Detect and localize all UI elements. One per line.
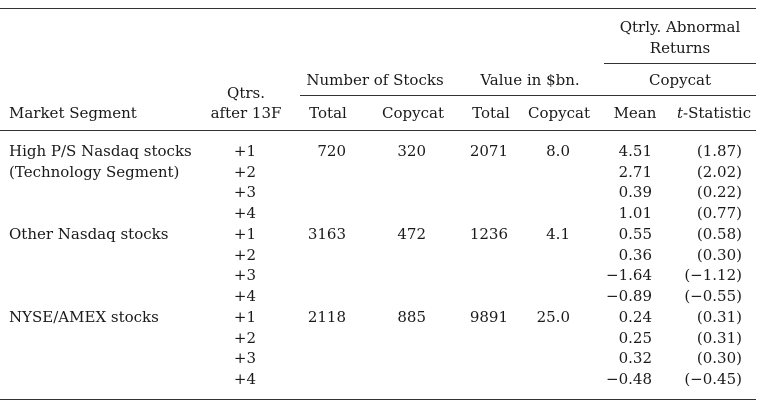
returns-group-rule: [604, 63, 756, 64]
t-statistic-value: (0.30): [696, 349, 742, 367]
t-statistic-value: (0.31): [696, 308, 742, 326]
qtr-label: +3: [233, 349, 256, 367]
total-value: 1236: [469, 225, 508, 243]
header-statistic-label: -Statistic: [683, 104, 752, 122]
qtr-label: +2: [233, 329, 256, 347]
t-statistic-value: (0.30): [696, 246, 742, 264]
mean-value: −1.64: [606, 266, 652, 284]
header-mean: Mean: [613, 104, 657, 122]
header-returns: Returns: [649, 39, 711, 57]
header-qtrly-abnormal: Qtrly. Abnormal: [619, 18, 741, 36]
qtr-label: +1: [233, 308, 256, 326]
bottom-rule: [0, 399, 756, 400]
t-statistic-value: (0.77): [696, 204, 742, 222]
subheader-rule: [300, 95, 756, 96]
total-value: 2071: [469, 142, 508, 160]
header-copycat-value: Copycat: [528, 104, 590, 122]
header-after-13f: after 13F: [210, 104, 282, 122]
t-statistic-value: (0.22): [696, 183, 742, 201]
mean-value: 0.39: [618, 183, 652, 201]
header-t-italic: t: [677, 104, 684, 122]
total-stocks: 720: [317, 142, 346, 160]
t-statistic-value: (−0.45): [684, 370, 742, 388]
header-qtrs: Qtrs.: [227, 84, 265, 102]
qtr-label: +4: [233, 370, 256, 388]
t-statistic-value: (1.87): [696, 142, 742, 160]
qtr-label: +1: [233, 142, 256, 160]
header-market-segment: Market Segment: [9, 104, 137, 122]
header-total-stocks: Total: [309, 104, 347, 122]
header-total-value: Total: [472, 104, 510, 122]
mean-value: −0.89: [606, 287, 652, 305]
segment-name: NYSE/AMEX stocks: [9, 308, 159, 326]
total-value: 9891: [469, 308, 508, 326]
copycat-value: 25.0: [536, 308, 570, 326]
segment-subname: (Technology Segment): [9, 163, 180, 181]
copycat-stocks: 885: [397, 308, 426, 326]
mean-value: 0.24: [618, 308, 652, 326]
mean-value: 0.36: [618, 246, 652, 264]
qtr-label: +2: [233, 246, 256, 264]
qtr-label: +4: [233, 287, 256, 305]
segment-name: Other Nasdaq stocks: [9, 225, 169, 243]
mean-value: 4.51: [618, 142, 652, 160]
t-statistic-value: (0.58): [696, 225, 742, 243]
qtr-label: +3: [233, 266, 256, 284]
copycat-value: 8.0: [546, 142, 570, 160]
t-statistic-value: (2.02): [696, 163, 742, 181]
qtr-label: +2: [233, 163, 256, 181]
mean-value: 1.01: [618, 204, 652, 222]
segment-name: High P/S Nasdaq stocks: [9, 142, 192, 160]
mean-value: −0.48: [606, 370, 652, 388]
mean-value: 0.55: [618, 225, 652, 243]
qtr-label: +3: [233, 183, 256, 201]
copycat-stocks: 472: [397, 225, 426, 243]
t-statistic-value: (−0.55): [684, 287, 742, 305]
t-statistic-value: (0.31): [696, 329, 742, 347]
header-copycat-stocks: Copycat: [382, 104, 444, 122]
copycat-value: 4.1: [546, 225, 570, 243]
header-number-of-stocks: Number of Stocks: [306, 71, 444, 89]
total-stocks: 3163: [307, 225, 346, 243]
copycat-stocks: 320: [397, 142, 426, 160]
header-t-statistic: t-Statistic: [677, 104, 751, 122]
qtr-label: +4: [233, 204, 256, 222]
header-copycat-group: Copycat: [649, 71, 711, 89]
header-bottom-rule: [0, 130, 756, 131]
mean-value: 2.71: [618, 163, 652, 181]
total-stocks: 2118: [307, 308, 346, 326]
qtr-label: +1: [233, 225, 256, 243]
t-statistic-value: (−1.12): [684, 266, 742, 284]
mean-value: 0.32: [618, 349, 652, 367]
mean-value: 0.25: [618, 329, 652, 347]
top-rule: [0, 8, 756, 9]
header-value-in-bn: Value in $bn.: [480, 71, 580, 89]
